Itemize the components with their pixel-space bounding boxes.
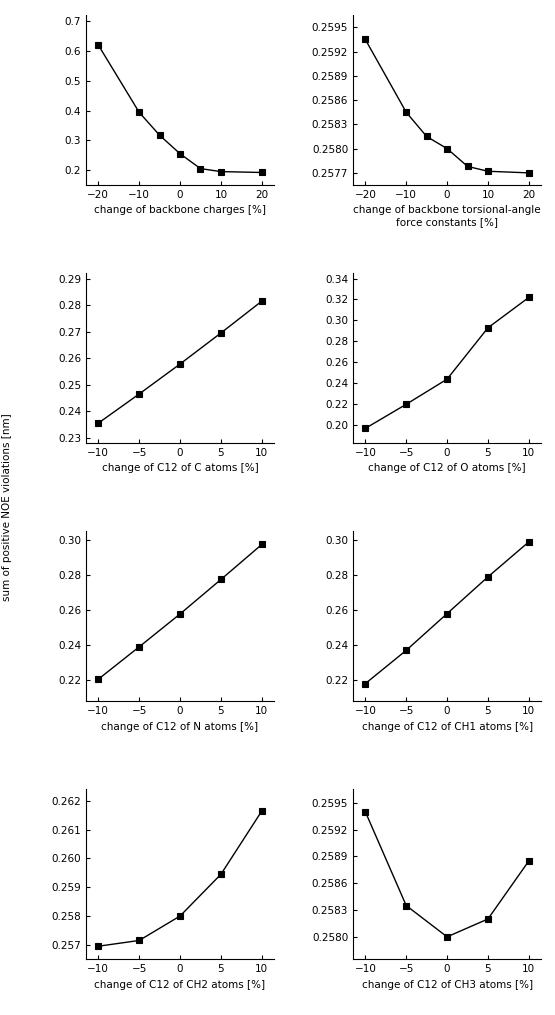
X-axis label: change of C12 of CH1 atoms [%]: change of C12 of CH1 atoms [%] bbox=[361, 722, 533, 732]
X-axis label: change of backbone charges [%]: change of backbone charges [%] bbox=[94, 205, 266, 215]
X-axis label: change of C12 of CH2 atoms [%]: change of C12 of CH2 atoms [%] bbox=[94, 979, 266, 990]
X-axis label: change of C12 of O atoms [%]: change of C12 of O atoms [%] bbox=[369, 464, 526, 473]
Text: sum of positive NOE violations [nm]: sum of positive NOE violations [nm] bbox=[2, 414, 12, 601]
X-axis label: change of backbone torsional-angle
force constants [%]: change of backbone torsional-angle force… bbox=[354, 205, 541, 227]
X-axis label: change of C12 of CH3 atoms [%]: change of C12 of CH3 atoms [%] bbox=[361, 979, 533, 990]
X-axis label: change of C12 of C atoms [%]: change of C12 of C atoms [%] bbox=[102, 464, 259, 473]
X-axis label: change of C12 of N atoms [%]: change of C12 of N atoms [%] bbox=[102, 722, 259, 732]
